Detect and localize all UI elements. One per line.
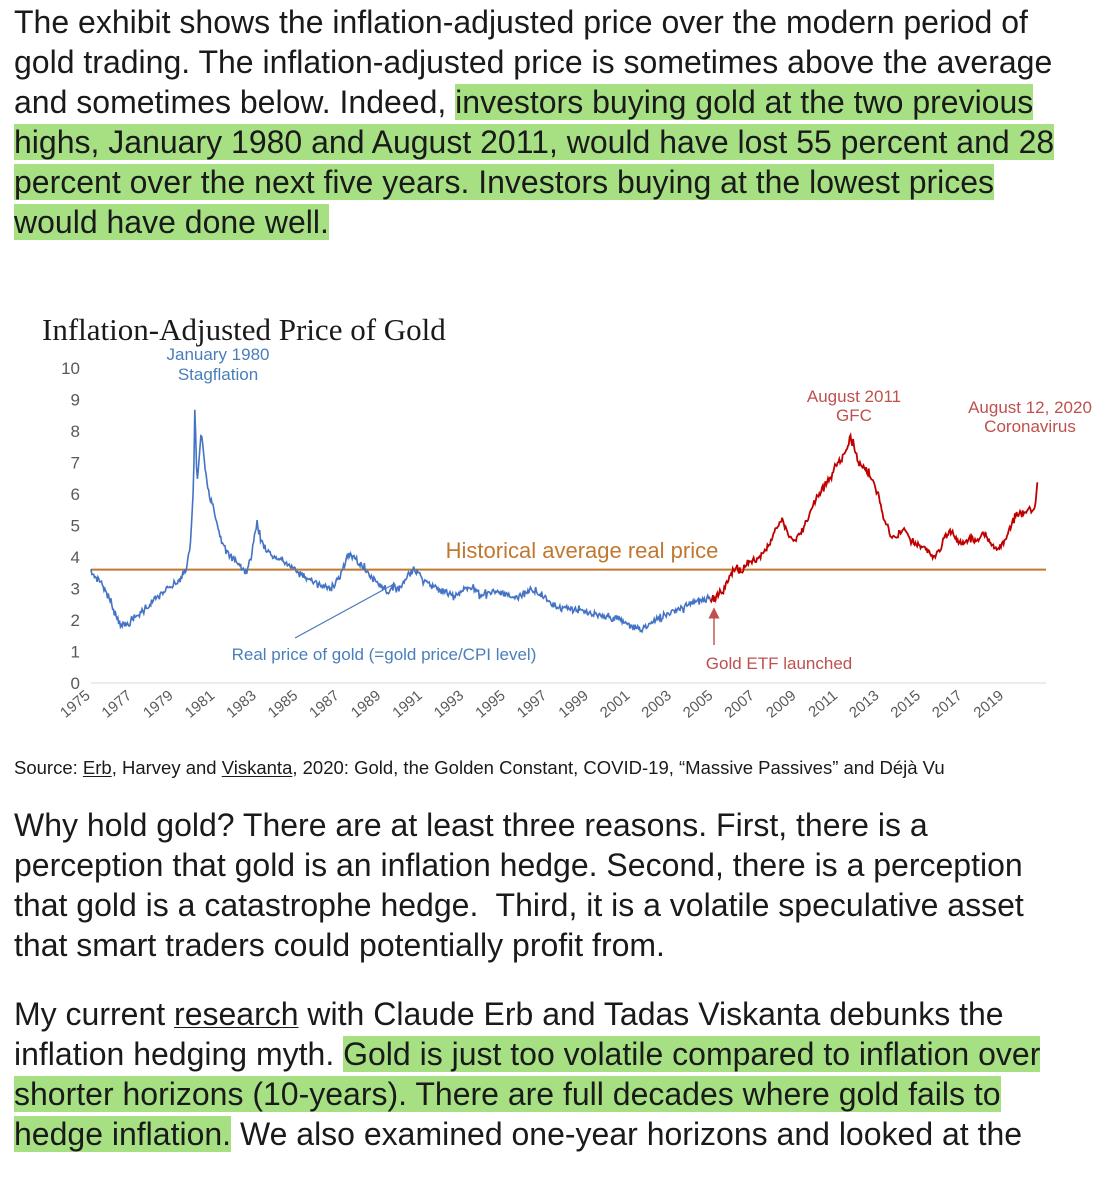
svg-text:January 1980: January 1980 [166,345,269,364]
svg-text:10: 10 [61,359,80,378]
svg-text:GFC: GFC [836,406,872,425]
svg-text:2003: 2003 [638,687,674,721]
svg-text:6: 6 [71,485,80,504]
svg-text:2007: 2007 [721,687,757,721]
svg-text:Real price of gold (=gold pric: Real price of gold (=gold price/CPI leve… [232,645,537,664]
svg-text:1999: 1999 [555,687,591,721]
svg-text:1993: 1993 [431,687,467,721]
svg-text:9: 9 [71,391,80,410]
svg-text:2015: 2015 [887,687,923,721]
svg-text:2019: 2019 [971,687,1007,721]
svg-text:1987: 1987 [306,687,342,721]
svg-text:2001: 2001 [597,687,633,721]
svg-text:1997: 1997 [514,687,550,721]
svg-text:3: 3 [71,580,80,599]
svg-text:1977: 1977 [99,687,135,721]
svg-text:Coronavirus: Coronavirus [984,417,1076,436]
svg-text:1985: 1985 [265,687,301,721]
svg-text:1975: 1975 [57,687,93,721]
svg-text:1981: 1981 [182,687,218,721]
svg-text:1983: 1983 [223,687,259,721]
svg-text:August 12, 2020: August 12, 2020 [968,398,1092,417]
svg-text:5: 5 [71,517,80,536]
svg-text:Stagflation: Stagflation [178,365,258,384]
svg-text:1989: 1989 [348,687,384,721]
svg-text:2009: 2009 [763,687,799,721]
svg-text:2017: 2017 [929,687,965,721]
svg-text:1995: 1995 [472,687,508,721]
svg-text:1979: 1979 [140,687,176,721]
svg-text:2013: 2013 [846,687,882,721]
svg-text:2: 2 [71,611,80,630]
svg-text:1: 1 [71,643,80,662]
svg-text:1991: 1991 [389,687,425,721]
svg-text:Gold ETF launched: Gold ETF launched [706,654,852,673]
svg-text:Inflation-Adjusted Price of Go: Inflation-Adjusted Price of Gold [42,312,446,347]
svg-text:7: 7 [71,454,80,473]
svg-text:2005: 2005 [680,687,716,721]
svg-text:August 2011: August 2011 [807,387,901,406]
svg-text:Historical average real price: Historical average real price [446,538,719,563]
svg-text:8: 8 [71,422,80,441]
svg-text:4: 4 [71,548,80,567]
svg-text:2011: 2011 [805,687,841,721]
